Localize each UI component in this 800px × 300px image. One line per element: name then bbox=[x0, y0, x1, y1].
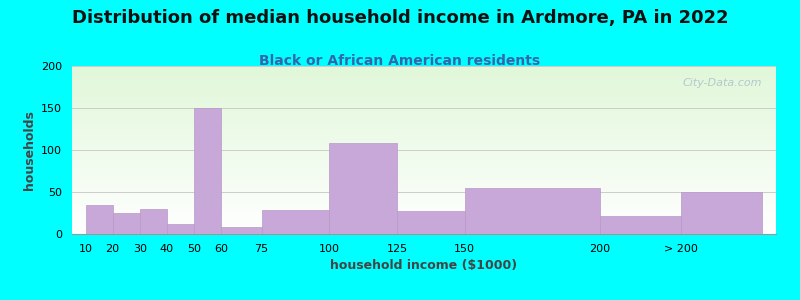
Bar bbox=[140, 209, 166, 234]
Y-axis label: households: households bbox=[22, 110, 35, 190]
Bar bbox=[166, 224, 194, 234]
Bar bbox=[600, 215, 682, 234]
Bar bbox=[682, 192, 762, 234]
Bar bbox=[86, 205, 113, 234]
Bar bbox=[194, 108, 221, 234]
Text: City-Data.com: City-Data.com bbox=[682, 78, 762, 88]
Text: Distribution of median household income in Ardmore, PA in 2022: Distribution of median household income … bbox=[72, 9, 728, 27]
Bar bbox=[262, 211, 330, 234]
Text: Black or African American residents: Black or African American residents bbox=[259, 54, 541, 68]
Bar bbox=[330, 143, 397, 234]
Bar bbox=[397, 211, 465, 234]
Bar bbox=[113, 213, 140, 234]
Bar bbox=[465, 188, 600, 234]
Bar bbox=[221, 227, 262, 234]
X-axis label: household income ($1000): household income ($1000) bbox=[330, 259, 518, 272]
